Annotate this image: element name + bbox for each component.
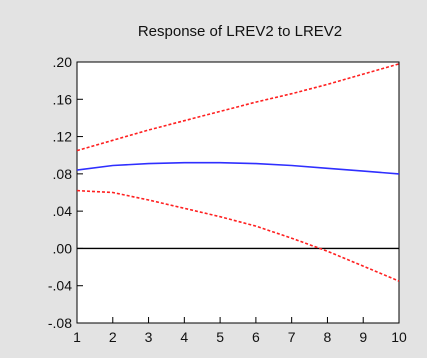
x-tick-label: 3 xyxy=(145,329,153,345)
x-tick-label: 9 xyxy=(359,329,367,345)
y-axis: .20 .16 .12 .08 .04 .00 -.04 -.08 xyxy=(48,54,83,331)
x-tick-label: 8 xyxy=(324,329,332,345)
chart-title: Response of LREV2 to LREV2 xyxy=(138,23,342,40)
plot-area xyxy=(76,61,400,324)
y-tick-label: .12 xyxy=(53,129,73,145)
x-tick-label: 7 xyxy=(288,329,296,345)
x-tick-label: 1 xyxy=(73,329,81,345)
x-tick-label: 4 xyxy=(180,329,188,345)
upper-confidence-band xyxy=(76,63,400,152)
x-tick-label: 6 xyxy=(252,329,260,345)
y-tick-label: -.04 xyxy=(48,278,72,294)
y-tick-label: .04 xyxy=(53,203,73,219)
y-tick-label: .00 xyxy=(53,240,73,256)
y-tick-label: .16 xyxy=(53,91,73,107)
x-axis: 1 2 3 4 5 6 7 8 9 10 xyxy=(73,317,407,345)
y-tick-label: -.08 xyxy=(48,315,72,331)
x-tick-label: 2 xyxy=(109,329,117,345)
x-tick-label: 10 xyxy=(391,329,407,345)
y-tick-label: .20 xyxy=(53,54,73,70)
impulse-response-line xyxy=(76,161,400,175)
y-tick-label: .08 xyxy=(53,166,73,182)
series-group xyxy=(76,63,400,282)
x-tick-label: 5 xyxy=(216,329,224,345)
